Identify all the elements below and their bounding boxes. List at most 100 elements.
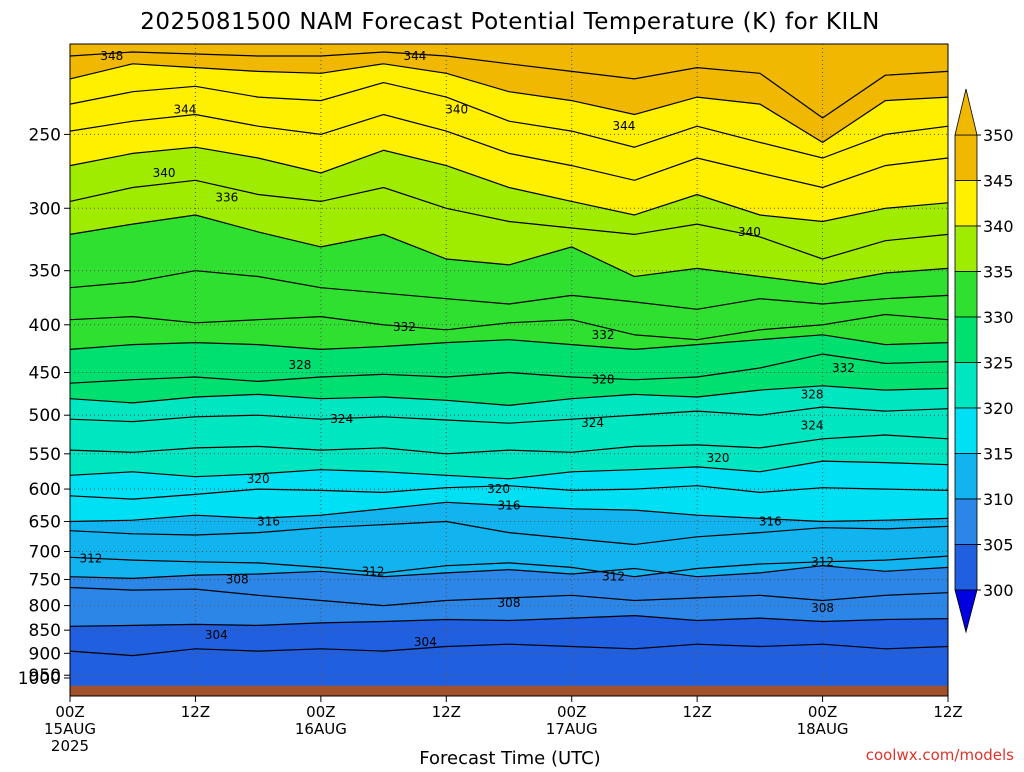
colorbar-band <box>954 225 978 272</box>
credit-text: coolwx.com/models <box>866 746 1014 764</box>
y-tick-label: 900 <box>29 644 61 664</box>
contour-348 <box>69 51 949 119</box>
colorbar-label: 335 <box>983 263 1014 282</box>
colorbar-band <box>954 362 978 409</box>
y-tick-label: 650 <box>29 512 61 532</box>
contour-label: 328 <box>288 358 311 372</box>
y-tick-label: 550 <box>29 445 61 465</box>
contour-label: 332 <box>832 361 855 375</box>
contour-label: 328 <box>801 387 824 401</box>
colorbar-band <box>954 407 978 454</box>
y-tick-label: 700 <box>29 543 61 563</box>
contour-312 <box>69 555 949 578</box>
contour-322 <box>69 434 949 455</box>
contour-label: 316 <box>759 514 782 528</box>
colorbar-label: 345 <box>983 172 1014 191</box>
colorbar-band <box>954 316 978 363</box>
plot-frame <box>69 43 949 697</box>
contour-label: 340 <box>738 225 761 239</box>
contour-label: 328 <box>592 373 615 387</box>
colorbar-band <box>954 498 978 545</box>
colorbar-label: 310 <box>983 490 1014 509</box>
y-tick-label: 250 <box>29 125 61 145</box>
colorbar-band <box>954 134 978 181</box>
contour-334 <box>69 270 949 310</box>
colorbar-band <box>954 271 978 318</box>
x-tick-label: 12Z <box>432 703 461 721</box>
contour-label: 332 <box>393 320 416 334</box>
y-tick-label: 350 <box>29 262 61 282</box>
y-tick-label: 950 <box>29 666 61 686</box>
contour-label: 308 <box>498 596 521 610</box>
contour-326 <box>69 385 949 407</box>
x-tick-label: 15AUG <box>44 720 96 738</box>
contour-320 <box>69 460 949 480</box>
y-tick-label: 850 <box>29 621 61 641</box>
contour-label: 312 <box>602 570 625 584</box>
contour-label: 320 <box>707 451 730 465</box>
contour-label: 336 <box>215 190 238 204</box>
contour-340 <box>69 146 949 223</box>
plot-area <box>70 44 948 696</box>
x-tick-label: 00Z <box>808 703 837 721</box>
grid-lines <box>70 44 948 696</box>
terrain-fill <box>70 685 948 696</box>
contour-label: 320 <box>487 482 510 496</box>
colorbar-label: 320 <box>983 399 1014 418</box>
colorbar-band <box>954 544 978 591</box>
contour-label: 332 <box>592 328 615 342</box>
contour-label: 316 <box>498 499 521 513</box>
contour-labels: 348 344 344 340 344 340 336 340 332 332 328 328 332 3… <box>79 49 854 649</box>
colorbar-label: 300 <box>983 581 1014 600</box>
contour-label: 344 <box>403 49 426 63</box>
y-tick-label: 600 <box>29 480 61 500</box>
contour-label: 324 <box>330 412 353 426</box>
contour-label: 340 <box>445 102 468 116</box>
x-tick-label: 18AUG <box>797 720 849 738</box>
contour-306 <box>69 614 949 627</box>
contour-344 <box>69 81 949 159</box>
y-axis: 250 300 350 400 450 500 550 600 650 700 750 800 850 9… <box>18 125 70 689</box>
x-tick-label: 00Z <box>306 703 335 721</box>
contour-324 <box>69 406 949 424</box>
contour-label: 308 <box>226 572 249 586</box>
contour-label: 340 <box>153 166 176 180</box>
contour-label: 324 <box>581 416 604 430</box>
x-tick-label: 16AUG <box>295 720 347 738</box>
contour-328 <box>69 353 949 384</box>
contour-336 <box>69 214 949 286</box>
y-tick-label: 1000 <box>18 669 61 689</box>
contour-label: 316 <box>257 514 280 528</box>
colorbar-label: 350 <box>983 126 1014 145</box>
y-tick-label: 300 <box>29 199 61 219</box>
contour-label: 344 <box>613 119 636 133</box>
contour-label: 344 <box>174 102 197 116</box>
y-tick-label: 400 <box>29 316 61 336</box>
chart-title: 2025081500 NAM Forecast Potential Temper… <box>140 9 880 35</box>
contour-label: 324 <box>801 419 824 433</box>
x-tick-label: 00Z <box>557 703 586 721</box>
y-tick-label: 450 <box>29 364 61 384</box>
y-tick-label: 800 <box>29 597 61 617</box>
contour-330 <box>69 334 949 351</box>
colorbar-extend-top <box>954 88 978 136</box>
x-tick-label: 12Z <box>682 703 711 721</box>
contour-label: 312 <box>79 551 102 565</box>
contour-346 <box>69 63 949 144</box>
contour-332 <box>69 313 949 341</box>
contour-318 <box>69 485 949 500</box>
x-tick-label: 17AUG <box>546 720 598 738</box>
contour-label: 308 <box>811 601 834 615</box>
contour-label: 348 <box>100 49 123 63</box>
colorbar-label: 330 <box>983 308 1014 327</box>
x-tick-label: 12Z <box>181 703 210 721</box>
x-axis-label: Forecast Time (UTC) <box>419 748 600 768</box>
colorbar: 350 345 340 335 330 325 320 315 310 305 300 <box>954 88 1014 634</box>
contour-label: 304 <box>414 635 437 649</box>
colorbar-band <box>954 453 978 500</box>
contour-338 <box>69 179 949 260</box>
colorbar-label: 315 <box>983 445 1014 464</box>
